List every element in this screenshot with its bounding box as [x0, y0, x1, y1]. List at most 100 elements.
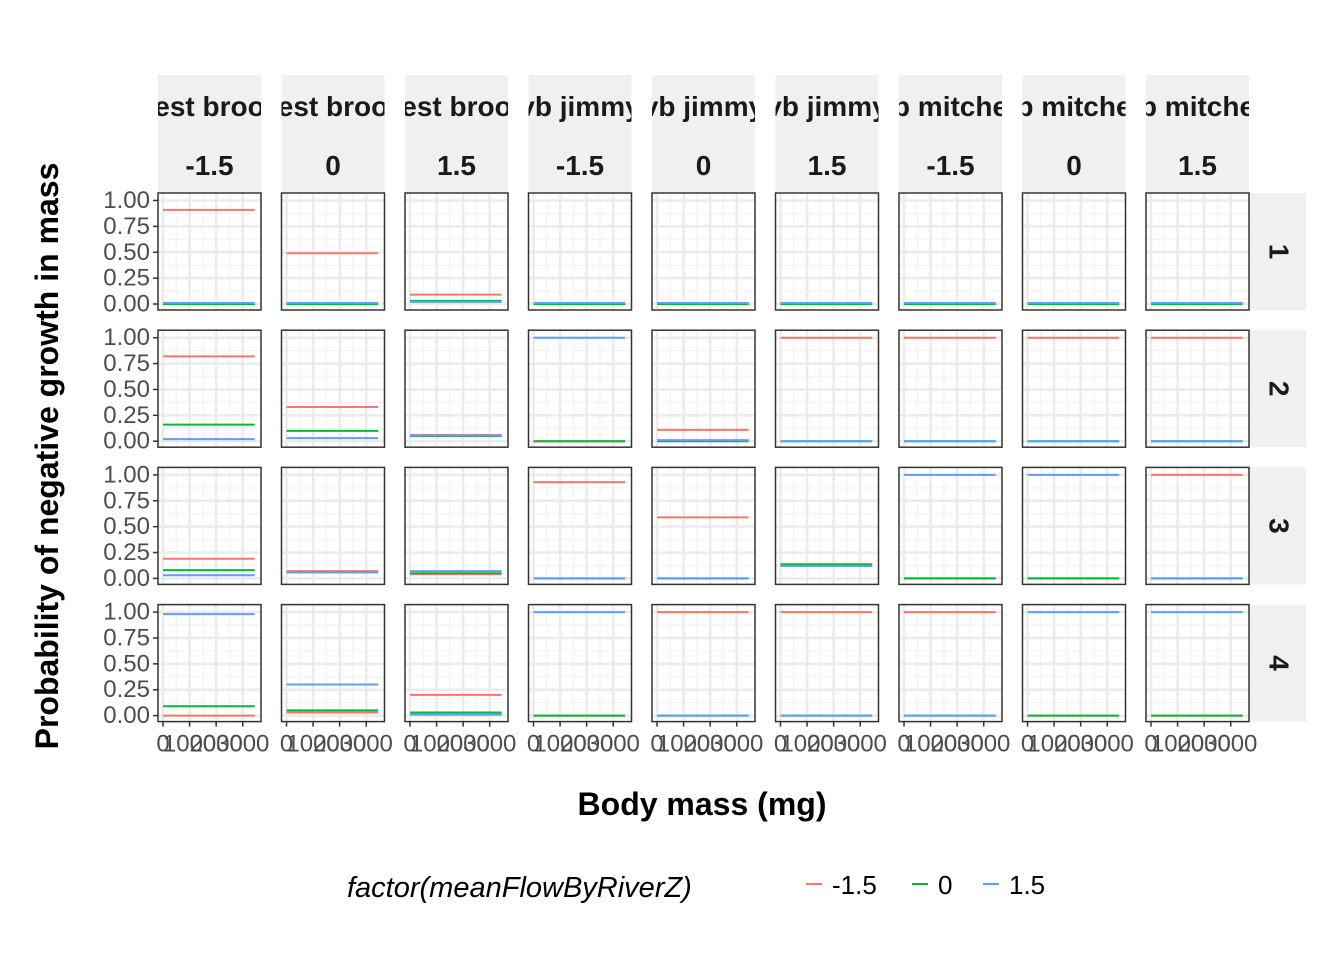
x-tick-label: 3000 [710, 731, 763, 758]
panel-r1-c5 [651, 192, 756, 311]
panel-r1-c2 [280, 192, 386, 311]
column-strip-0 [158, 75, 261, 192]
column-strip-labels: b mitche 1.5 [1140, 91, 1255, 181]
x-tick-label: 3000 [1081, 731, 1134, 758]
x-tick-label: 0 [1021, 731, 1034, 758]
column-strip-river-label: vb jimmy [519, 91, 641, 122]
panel-r3-c9 [1145, 466, 1250, 586]
panel-border [404, 329, 509, 448]
legend-label--1.5: -1.5 [832, 870, 877, 900]
panel-border [404, 466, 509, 586]
y-tick-label: 0.25 [103, 265, 150, 292]
panel-border [1021, 192, 1127, 311]
column-strip-flow-label: -1.5 [926, 150, 974, 181]
x-tick-label: 2000 [807, 731, 860, 758]
panel-border [774, 192, 880, 311]
x-tick-label: 1000 [410, 731, 463, 758]
y-axis-title: Probability of negative growth in mass [29, 163, 65, 750]
panel-r2-c1 [157, 329, 262, 448]
column-strip-labels: vb jimmy 0 [643, 91, 765, 181]
panel-r1-c1 [157, 192, 262, 311]
x-tick-label: 1000 [163, 731, 216, 758]
panel-r1-c8 [1021, 192, 1127, 311]
panel-border [1145, 329, 1250, 448]
y-tick-label: 0.50 [103, 650, 150, 677]
column-strip-3 [528, 75, 632, 192]
panel-border [651, 329, 756, 448]
column-strip-flow-label: -1.5 [185, 150, 233, 181]
x-tick-label: 1000 [657, 731, 710, 758]
panel-border [651, 603, 756, 723]
x-tick-label: 0 [527, 731, 540, 758]
column-strip-7 [1022, 75, 1126, 192]
column-strip-labels: est broo 1.5 [401, 91, 511, 181]
column-strip-6 [899, 75, 1002, 192]
x-tick-label: 2000 [1054, 731, 1107, 758]
panel-r4-c2 [280, 603, 386, 723]
panel-r3-c3 [404, 466, 509, 586]
column-strip-1 [281, 75, 385, 192]
panel-r2-c8 [1021, 329, 1127, 448]
x-tick-label: 2000 [313, 731, 366, 758]
panel-r1-c7 [898, 192, 1003, 311]
row-strip-3 [1248, 604, 1306, 722]
y-tick-label: 0.75 [103, 350, 150, 377]
x-tick-label: 2000 [189, 731, 242, 758]
panel-r2-c6 [774, 329, 880, 448]
column-strip-5 [775, 75, 879, 192]
panel-r4-c3 [404, 603, 509, 723]
y-tick-label: 1.00 [103, 324, 150, 351]
x-tick-label: 0 [156, 731, 169, 758]
x-tick-label: 2000 [683, 731, 736, 758]
row-strip-1 [1248, 330, 1306, 448]
x-tick-label: 0 [897, 731, 910, 758]
column-strip-river-label: est broo [154, 91, 264, 122]
x-tick-label: 1000 [1027, 731, 1080, 758]
legend-title: factor(meanFlowByRiverZ) [347, 872, 692, 904]
legend-label-0: 0 [938, 870, 952, 900]
y-tick-label: 1.00 [103, 461, 150, 488]
column-strip-labels: vb jimmy -1.5 [519, 91, 641, 181]
y-tick-label: 0.25 [103, 402, 150, 429]
x-tick-label: 2000 [930, 731, 983, 758]
panel-r4-c9 [1145, 603, 1250, 723]
panel-border [280, 603, 386, 723]
y-tick-label: 0.75 [103, 487, 150, 514]
column-strip-river-label: est broo [401, 91, 511, 122]
x-tick-label: 3000 [216, 731, 269, 758]
panel-r3-c5 [651, 466, 756, 586]
panel-r1-c3 [404, 192, 509, 311]
panel-r4-c6 [774, 603, 880, 723]
column-strip-8 [1146, 75, 1249, 192]
panel-r3-c7 [898, 466, 1003, 586]
row-strip-label: 4 [1264, 655, 1295, 671]
panel-border [898, 466, 1003, 586]
panel-r2-c3 [404, 329, 509, 448]
y-tick-label: 0.75 [103, 213, 150, 240]
y-tick-label: 0.00 [103, 291, 150, 318]
column-strip-river-label: b mitche [1140, 91, 1255, 122]
row-strip-0 [1248, 193, 1306, 310]
x-tick-label: 3000 [957, 731, 1010, 758]
column-strip-flow-label: 1.5 [437, 150, 476, 181]
panel-border [527, 192, 633, 311]
column-strip-river-label: b mitche [1016, 91, 1131, 122]
panel-r2-c2 [280, 329, 386, 448]
panel-r3-c6 [774, 466, 880, 586]
column-strip-2 [405, 75, 508, 192]
y-tick-label: 0.50 [103, 513, 150, 540]
column-strip-river-label: vb jimmy [643, 91, 765, 122]
panel-border [280, 466, 386, 586]
panel-r2-c9 [1145, 329, 1250, 448]
panel-border [1021, 603, 1127, 723]
panel-border [527, 466, 633, 586]
column-strip-flow-label: 0 [1066, 150, 1082, 181]
panel-r3-c2 [280, 466, 386, 586]
panel-r3-c8 [1021, 466, 1127, 586]
x-tick-label: 0 [280, 731, 293, 758]
column-strip-labels: b mitche 0 [1016, 91, 1131, 181]
column-strip-flow-label: 1.5 [1178, 150, 1217, 181]
y-tick-label: 0.50 [103, 239, 150, 266]
panel-r2-c7 [898, 329, 1003, 448]
panel-r4-c7 [898, 603, 1003, 723]
